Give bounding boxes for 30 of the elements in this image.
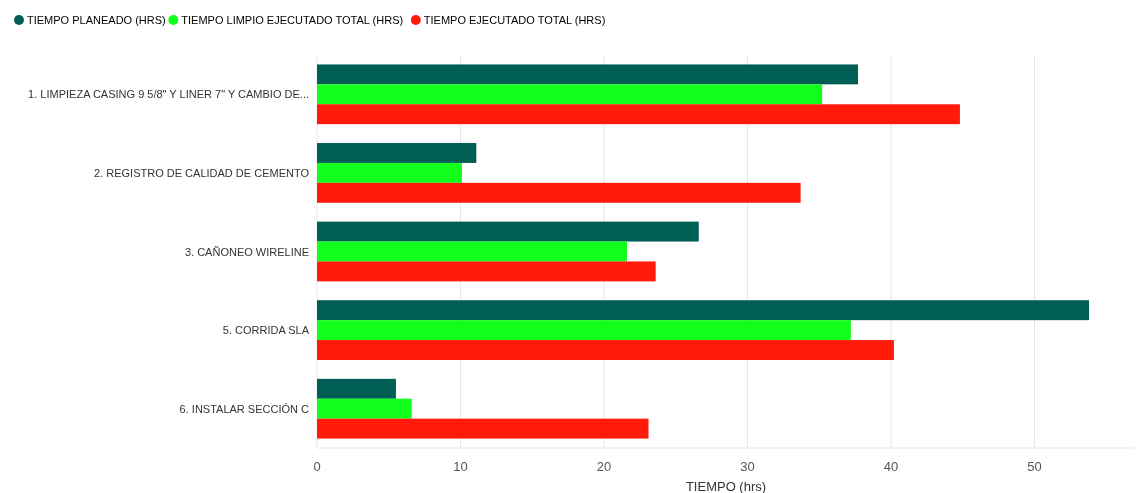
x-tick-label: 20 bbox=[596, 459, 612, 474]
y-tick-label: 1. LIMPIEZA CASING 9 5/8" Y LINER 7" Y CAMBIO DE... bbox=[28, 88, 309, 101]
bar bbox=[317, 84, 823, 105]
bar bbox=[317, 64, 859, 85]
y-tick-label: 6. INSTALAR SECCIÓN C bbox=[179, 402, 310, 415]
bar bbox=[317, 221, 699, 242]
x-tick-label: 40 bbox=[883, 459, 899, 474]
x-axis-title: TIEMPO (hrs) bbox=[685, 479, 767, 493]
bar bbox=[317, 143, 477, 163]
bar bbox=[317, 320, 851, 341]
bar bbox=[317, 241, 627, 262]
y-tick-label: 5. CORRIDA SLA bbox=[222, 324, 310, 337]
x-tick-label: 30 bbox=[740, 459, 755, 474]
bar bbox=[317, 182, 801, 203]
bar bbox=[317, 261, 656, 282]
bar bbox=[317, 162, 462, 183]
bar bbox=[317, 378, 396, 399]
legend-label: TIEMPO PLANEADO (HRS) bbox=[27, 14, 166, 26]
bar bbox=[317, 340, 894, 360]
y-tick-label: 3. CAÑONEO WIRELINE bbox=[184, 245, 309, 258]
legend-label: TIEMPO EJECUTADO TOTAL (HRS) bbox=[423, 14, 606, 26]
bar bbox=[317, 300, 1090, 321]
x-tick-label: 10 bbox=[453, 459, 468, 474]
bar bbox=[317, 418, 649, 439]
bar bbox=[317, 104, 960, 125]
x-tick-label: 50 bbox=[1027, 459, 1042, 474]
bar bbox=[317, 398, 412, 419]
y-tick-label: 2. REGISTRO DE CALIDAD DE CEMENTO bbox=[94, 166, 310, 179]
legend-label: TIEMPO LIMPIO EJECUTADO TOTAL (HRS) bbox=[181, 14, 404, 26]
x-tick-label: 0 bbox=[313, 459, 321, 474]
